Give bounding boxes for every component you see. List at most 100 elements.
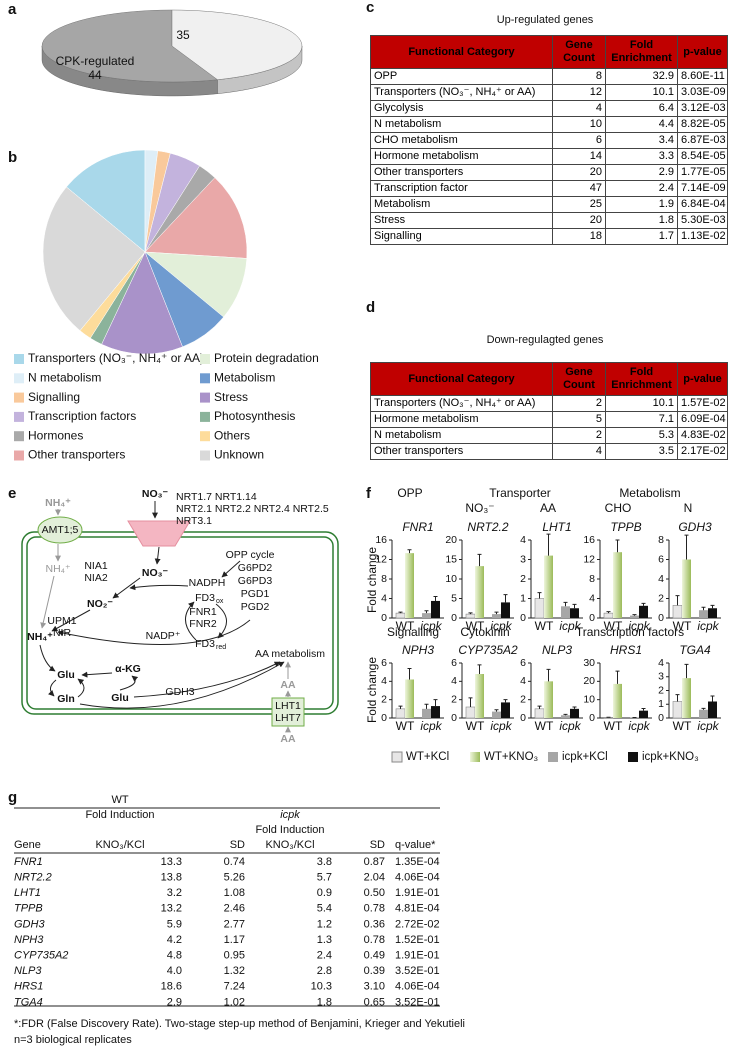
legend-label: icpk+KCl [562,751,608,763]
bar [708,701,717,718]
column-header: Fold Enrichment [605,362,678,396]
transporter [271,697,305,727]
group-header: Cytokinin [460,625,509,639]
error-bar [477,553,482,567]
bar [561,606,570,618]
y-tick-label: 6 [520,657,526,669]
diagram-label: NO₃⁻ [142,488,169,500]
arrow [119,675,139,691]
bar [431,600,440,618]
bar [534,598,545,619]
legend-swatch [200,450,210,461]
column-header: Functional Category [370,362,553,396]
error-bar [675,694,680,702]
bar [475,674,484,718]
y-tick-label: 6 [451,657,457,669]
y-tick-label: 20 [583,675,595,687]
legend-label: Transcription factors [28,409,136,423]
legend-swatch [200,373,210,384]
table-cell: 4.06E-04 [395,981,440,993]
table-cell: 1.02 [224,996,245,1008]
diagram-label: AA [280,733,296,745]
diagram-label: NADPH [189,577,226,589]
table-cell: 6.87E-03 [677,132,728,149]
y-tick-label: 4 [520,675,526,687]
table-cell: 2.72E-02 [395,918,440,930]
arrow [40,575,55,629]
table-cell: 3.12E-03 [677,100,728,117]
table-cell: CYP735A2 [14,950,68,962]
error-bar [494,709,499,712]
table-cell: 13.3 [161,856,182,868]
x-tick-label: WT [604,719,623,733]
table-cell: 1.8 [317,996,332,1008]
table-cell: 0.49 [364,950,385,962]
y-tick-label: 1 [520,592,526,604]
table-cell: 4.06E-04 [395,872,440,884]
y-tick-label: 0 [381,612,387,624]
diagram-label: NIA2 [84,572,108,584]
table-cell: 0.50 [364,887,385,899]
y-tick-label: 2 [520,693,526,705]
diagram-label: PGD1 [241,588,270,600]
x-tick-label: WT [604,619,623,633]
group-header: Transcription factors [576,625,684,639]
diagram-label: NRT2.1 NRT2.2 NRT2.4 NRT2.5 [176,503,329,515]
table-cell: 1.91E-01 [395,950,440,962]
error-bar [632,614,637,616]
bar [501,702,510,718]
bar [465,706,476,719]
table-cell: 0.65 [364,996,385,1008]
table-cell: 5.4 [317,903,332,915]
diagram-label: ox [216,598,224,605]
error-bar [684,663,689,679]
chart-title: FNR1 [402,520,433,534]
table-cell: 2.04 [364,872,385,884]
chart-title: NPH3 [402,643,434,657]
table-cell: 3.10 [364,981,385,993]
y-tick-label: 12 [375,553,387,565]
diagram-label: FNR1 [189,606,217,618]
diagram-label: Glu [111,692,129,704]
x-tick-label: WT [535,619,554,633]
x-tick-label: WT [673,719,692,733]
table-cell: NLP3 [14,965,42,977]
table-cell: 1.35E-04 [395,856,440,868]
bar [603,612,614,619]
group-header: CHO [605,501,632,515]
y-tick-label: 0 [520,712,526,724]
legend-label: Unknown [214,448,264,462]
transporter [37,516,83,544]
legend-swatch [14,450,24,461]
y-tick-label: 4 [381,675,387,687]
diagram-label: NADP⁺ [146,630,181,642]
table-cell: Hormone metabolism [370,411,553,428]
table-cell: 13.2 [161,903,182,915]
y-tick-label: 20 [445,534,457,546]
arrow [154,546,161,565]
table-cell: 0.87 [364,856,385,868]
x-tick-label: WT [466,619,485,633]
error-bar [641,707,646,711]
bar [570,608,579,618]
error-bar [572,603,577,609]
error-bar [563,601,568,607]
bar [699,709,708,718]
panel-label: d [366,299,375,316]
table-cell: 1.77E-05 [677,164,728,181]
legend-swatch [391,751,403,763]
group-header: Metabolism [619,486,680,500]
pie-slice [171,9,303,80]
y-tick-label: 0 [520,612,526,624]
error-bar [572,706,577,709]
chart-title: HRS1 [610,643,642,657]
slice-label: CPK-regulated [56,54,135,68]
x-tick-label: WT [535,719,554,733]
data-label: 35 [176,28,190,42]
table-cell: NRT2.2 [14,872,52,884]
bar [534,708,545,719]
diagram-label: Glu [57,669,75,681]
bar [613,683,622,718]
bar [405,679,414,718]
